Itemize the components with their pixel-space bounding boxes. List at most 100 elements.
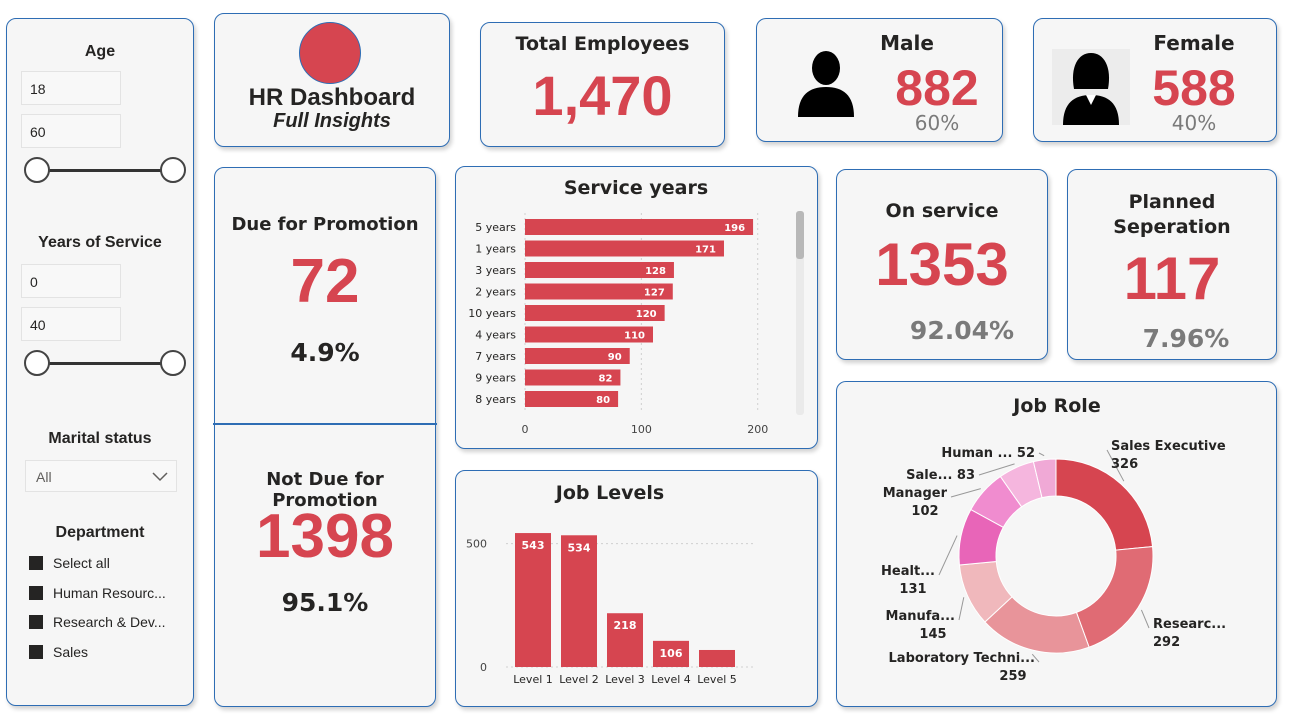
service-years-bar — [525, 283, 673, 300]
service-years-bar — [525, 391, 619, 407]
due-promotion-value: 72 — [290, 247, 360, 316]
service-years-x-tick: 200 — [747, 423, 768, 436]
department-option-sales[interactable]: Sales — [29, 644, 88, 660]
job-role-chart: Job Role Sales Executive 326 Researc... 292… — [881, 395, 1226, 684]
service-years-chart: Service years 0 100 200 5 years 196 1 years 17… — [468, 177, 804, 436]
job-levels-bar — [607, 613, 643, 667]
service-years-data-label: 128 — [645, 266, 666, 277]
not-due-promotion-label: Not Due for Promotion — [266, 469, 384, 511]
male-percent: 60% — [914, 111, 960, 135]
job-role-value: 131 — [899, 582, 926, 597]
service-years-category-label: 5 years — [475, 221, 516, 234]
service-slider-track[interactable] — [37, 362, 175, 365]
department-option-label: Select all — [53, 555, 110, 571]
job-role-value: 326 — [1111, 457, 1138, 472]
job-role-leader-line — [978, 463, 1015, 476]
service-years-data-label: 110 — [624, 331, 645, 342]
not-due-promotion-percent: 95.1% — [281, 588, 369, 617]
total-employees-label: Total Employees — [515, 33, 690, 55]
male-card: Male 882 60% — [756, 18, 1003, 142]
service-years-data-label: 196 — [724, 223, 745, 234]
job-role-leader-line — [1038, 452, 1045, 457]
service-years-data-label: 171 — [695, 245, 716, 256]
service-years-bar — [525, 348, 630, 364]
department-option-select-all[interactable]: Select all — [29, 555, 110, 571]
service-slider-min-handle[interactable] — [24, 350, 50, 376]
age-slider-min-handle[interactable] — [24, 157, 50, 183]
service-years-bar — [525, 262, 674, 278]
male-value: 882 — [895, 60, 979, 116]
dashboard-title: HR Dashboard — [248, 84, 416, 111]
age-min-input[interactable]: 18 — [21, 71, 121, 105]
job-role-card: Job Role Sales Executive 326 Researc... 292… — [836, 381, 1277, 707]
department-option-rnd[interactable]: Research & Dev... — [29, 614, 166, 630]
separation-label-line2: Seperation — [1113, 216, 1231, 238]
job-role-slice — [1055, 458, 1154, 551]
job-role-leader-line — [1031, 653, 1040, 663]
age-slicer-title: Age — [84, 43, 116, 60]
job-levels-data-label: 218 — [614, 619, 637, 632]
job-role-title: Job Role — [1011, 395, 1100, 417]
job-role-label: Manufa... — [886, 609, 955, 624]
job-levels-data-label: 106 — [660, 647, 683, 660]
job-role-leader-line — [958, 597, 965, 621]
service-years-bar — [525, 219, 754, 235]
service-years-title: Service years — [564, 177, 708, 199]
job-levels-category-label: Level 4 — [651, 673, 691, 686]
age-slider-max-handle[interactable] — [160, 157, 186, 183]
dashboard-subtitle: Full Insights — [273, 110, 391, 132]
age-slider-track[interactable] — [37, 169, 175, 172]
on-service-card: On service 1353 92.04% — [836, 169, 1048, 360]
service-years-scrollbar-thumb[interactable] — [796, 211, 804, 259]
checkbox-icon[interactable] — [29, 556, 43, 570]
checkbox-icon[interactable] — [29, 645, 43, 659]
department-option-label: Sales — [53, 644, 89, 660]
female-label: Female — [1153, 31, 1235, 55]
service-years-category-label: 8 years — [475, 393, 516, 406]
service-years-bar — [525, 369, 621, 386]
department-option-hr[interactable]: Human Resourc... — [29, 585, 166, 601]
service-years-bar — [525, 305, 665, 321]
job-levels-category-label: Level 2 — [559, 673, 599, 686]
checkbox-icon[interactable] — [29, 615, 43, 629]
service-years-card: Service years 0 100 200 5 years 196 1 years 17… — [455, 166, 818, 449]
service-years-data-label: 90 — [608, 352, 622, 363]
promotion-card: Due for Promotion 72 4.9% Not Due for Pr… — [213, 167, 437, 707]
job-role-label: Laboratory Techni... — [889, 651, 1035, 666]
service-years-data-label: 82 — [598, 374, 612, 385]
department-option-label: Research & Dev... — [53, 614, 166, 630]
age-max-input[interactable]: 60 — [21, 114, 121, 148]
department-option-label: Human Resourc... — [53, 585, 166, 601]
job-role-label: Manager — [883, 486, 948, 501]
job-levels-chart: Job Levels 0 500 543 Level 1 534 Level 2 218 Le… — [466, 482, 756, 686]
job-role-slice — [1032, 458, 1057, 499]
service-years-category-label: 9 years — [475, 372, 516, 385]
service-years-bar — [525, 326, 653, 343]
job-role-label: Human ... 52 — [941, 446, 1035, 461]
job-levels-bar — [515, 533, 551, 667]
female-card: Female 588 40% — [1033, 18, 1277, 142]
job-role-slice — [1075, 546, 1154, 648]
service-max-input[interactable]: 40 — [21, 307, 121, 341]
service-years-data-label: 120 — [636, 309, 657, 320]
job-levels-y-tick: 0 — [480, 661, 487, 674]
service-slider-max-handle[interactable] — [160, 350, 186, 376]
separation-value: 117 — [1123, 245, 1221, 312]
female-person-icon — [1063, 53, 1119, 125]
service-min-input[interactable]: 0 — [21, 264, 121, 298]
separation-percent: 7.96% — [1142, 324, 1230, 353]
marital-dropdown[interactable]: All — [25, 460, 177, 492]
service-years-scrollbar-track[interactable] — [796, 211, 804, 415]
on-service-percent: 92.04% — [909, 316, 1015, 345]
on-service-value: 1353 — [875, 231, 1009, 298]
service-years-bar — [525, 240, 724, 257]
checkbox-icon[interactable] — [29, 586, 43, 600]
job-role-value: 259 — [999, 669, 1026, 684]
service-years-category-label: 1 years — [475, 243, 516, 256]
service-slicer-title: Years of Service — [38, 234, 162, 251]
service-years-category-label: 4 years — [475, 329, 516, 342]
service-years-category-label: 3 years — [475, 264, 516, 277]
marital-selected-value: All — [36, 469, 52, 485]
female-percent: 40% — [1171, 111, 1217, 135]
job-levels-title: Job Levels — [554, 482, 664, 504]
